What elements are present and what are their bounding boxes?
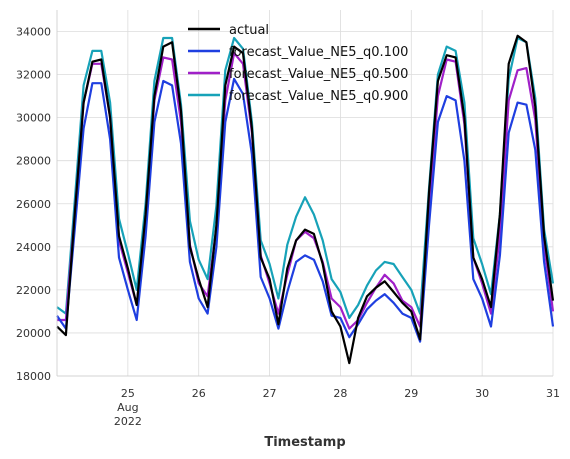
y-tick-label: 18000 bbox=[16, 370, 51, 383]
series-line-1 bbox=[56, 77, 555, 343]
y-tick-label: 32000 bbox=[16, 69, 51, 82]
x-axis-title: Timestamp bbox=[264, 435, 345, 450]
y-tick-label: 22000 bbox=[16, 284, 51, 297]
series-line-3 bbox=[56, 36, 555, 319]
series-lines bbox=[56, 34, 555, 365]
x-tick-label: 30 bbox=[475, 387, 489, 400]
x-tick-label: 2022 bbox=[114, 415, 142, 428]
y-tick-label: 26000 bbox=[16, 198, 51, 211]
y-tick-label: 30000 bbox=[16, 112, 51, 125]
x-tick-label: Aug bbox=[117, 401, 138, 414]
y-tick-label: 28000 bbox=[16, 155, 51, 168]
series-line-0 bbox=[56, 34, 555, 365]
plot-background bbox=[57, 10, 553, 376]
legend-label: actual bbox=[229, 23, 269, 38]
legend: actual forecast_Value_NE5_q0.100 forecast_… bbox=[188, 23, 408, 104]
y-tick-label: 34000 bbox=[16, 26, 51, 39]
y-tick-labels: 18000 20000 22000 24000 26000 28000 30000 32000… bbox=[16, 26, 51, 383]
legend-label: forecast_Value_NE5_q0.900 bbox=[229, 89, 408, 104]
x-tick-label: 25 bbox=[121, 387, 135, 400]
x-tick-label: 28 bbox=[333, 387, 347, 400]
y-tick-label: 20000 bbox=[16, 327, 51, 340]
legend-label: forecast_Value_NE5_q0.500 bbox=[229, 67, 408, 82]
x-tick-label: 26 bbox=[192, 387, 206, 400]
x-tick-label: 27 bbox=[263, 387, 277, 400]
x-tick-label: 29 bbox=[404, 387, 418, 400]
legend-label: forecast_Value_NE5_q0.100 bbox=[229, 45, 408, 60]
y-tick-label: 24000 bbox=[16, 241, 51, 254]
x-tick-label: 31 bbox=[546, 387, 560, 400]
